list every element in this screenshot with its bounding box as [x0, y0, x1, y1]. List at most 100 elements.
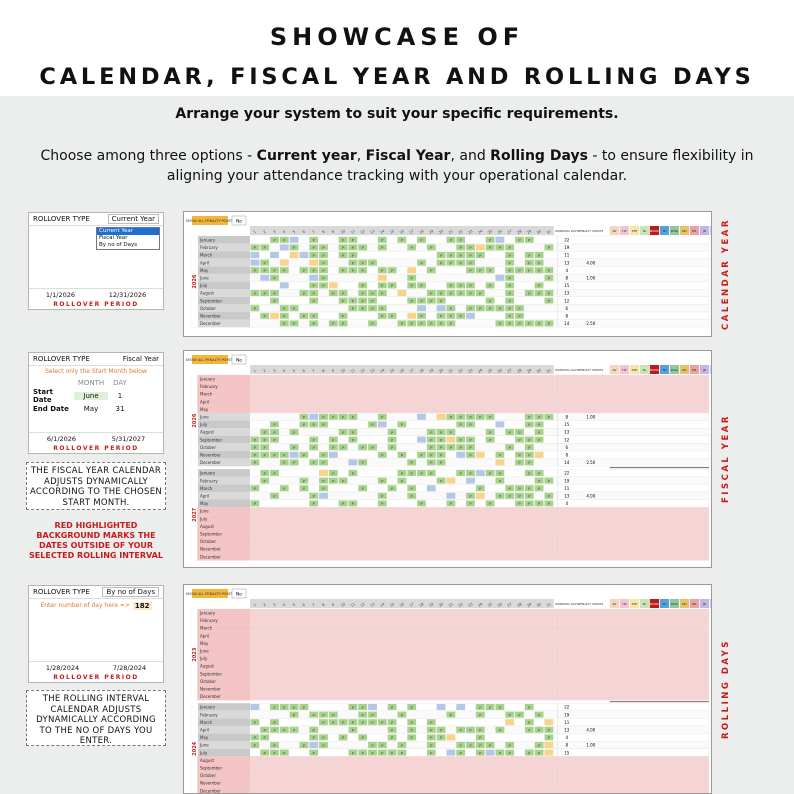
rollover-dates: 6/1/2026 5/31/2027	[29, 432, 163, 443]
code-col-bg-sl	[639, 226, 649, 235]
present-mark: P	[469, 471, 472, 476]
present-mark: P	[420, 298, 423, 303]
present-mark: P	[322, 245, 325, 250]
present-mark: P	[381, 245, 384, 250]
present-cell	[377, 500, 387, 507]
present-mark: P	[469, 728, 472, 733]
code-col-bg-sl	[639, 365, 649, 374]
rollover-type-select[interactable]: Fiscal Year	[122, 355, 159, 363]
month-name-january: January	[199, 238, 216, 243]
present-cell	[436, 312, 446, 319]
present-mark: P	[342, 238, 345, 243]
day-number-21: 21	[448, 602, 454, 608]
present-mark: P	[528, 422, 531, 427]
day-number-7: 7	[312, 369, 316, 374]
present-mark: P	[509, 750, 512, 755]
code-col-bg-pod	[709, 599, 711, 608]
present-mark: P	[548, 245, 551, 250]
present-cell	[250, 719, 260, 726]
present-cell	[338, 252, 348, 258]
present-mark: P	[489, 501, 492, 506]
present-cell	[270, 274, 279, 281]
month-row-august	[191, 522, 710, 531]
rolling-days-sheet: SHOW ALL PENALTY POINTS No 1 2 3 4 5 6 7 8 9 10 11 12…	[183, 584, 712, 794]
day-number-4: 4	[282, 229, 287, 234]
present-mark: P	[460, 471, 463, 476]
present-mark: P	[469, 445, 472, 450]
present-mark: P	[342, 415, 345, 420]
present-cell	[319, 734, 328, 741]
present-cell	[377, 749, 387, 756]
day-number-23: 23	[467, 602, 473, 608]
month-row-september	[191, 296, 710, 305]
present-mark: P	[273, 728, 276, 733]
present-cell	[524, 436, 534, 443]
present-mark: P	[460, 314, 463, 319]
present-cell	[534, 470, 544, 476]
present-mark: P	[499, 321, 502, 326]
month-name-april: April	[200, 399, 209, 404]
present-cell	[358, 711, 368, 718]
month-name-august: August	[200, 758, 214, 763]
day-number-8: 8	[321, 229, 326, 234]
present-mark: P	[499, 245, 502, 250]
present-cell	[534, 320, 544, 327]
month-name-november: November	[200, 547, 221, 552]
present-cell	[368, 444, 377, 451]
code-col-bg-dd	[679, 226, 689, 235]
show-all-value: No	[236, 358, 242, 364]
late-cell	[534, 451, 544, 458]
rollover-type-select[interactable]: By no of Days	[102, 587, 159, 597]
leave-cell	[289, 451, 299, 458]
leave-cell	[377, 421, 387, 428]
working-days-value: 8	[566, 415, 569, 420]
month-name-august: August	[200, 524, 214, 529]
present-mark: P	[509, 712, 512, 717]
present-mark: P	[430, 728, 433, 733]
present-mark: P	[538, 268, 541, 273]
code-col-bg-jr	[699, 226, 709, 235]
month-name-april: April	[200, 633, 209, 638]
present-cell	[270, 297, 279, 304]
present-mark: P	[548, 291, 551, 296]
present-cell	[544, 297, 554, 304]
present-cell	[319, 711, 328, 718]
present-mark: P	[479, 750, 482, 755]
code-col-pod: POD	[711, 368, 712, 372]
day-number-28: 28	[516, 602, 523, 608]
dropdown-option-by-days[interactable]: By no of Days	[99, 242, 138, 248]
present-mark: P	[420, 260, 423, 265]
present-cell	[417, 282, 426, 289]
late-cell	[407, 312, 417, 319]
month-name-march: March	[200, 392, 213, 397]
days-input[interactable]: 182	[132, 602, 152, 610]
present-mark: P	[273, 430, 276, 435]
present-cell	[466, 267, 475, 274]
rollover-type-select[interactable]: Current Year	[107, 214, 159, 224]
code-col-bg-av	[609, 226, 619, 235]
start-month-field[interactable]: June	[74, 392, 108, 400]
present-cell	[338, 413, 348, 420]
present-cell	[368, 297, 377, 304]
present-cell	[446, 236, 456, 243]
present-mark: P	[528, 460, 531, 465]
present-mark: P	[293, 321, 296, 326]
present-cell	[417, 500, 426, 507]
dropdown-option-current-year[interactable]: Current Year	[97, 228, 159, 235]
present-mark: P	[528, 445, 531, 450]
present-cell	[309, 711, 319, 718]
present-cell	[466, 252, 475, 258]
present-cell	[289, 711, 299, 718]
present-cell	[299, 704, 309, 710]
rollover-panel-rolling-days: ROLLOVER TYPE By no of Days Enter number …	[28, 585, 164, 683]
present-cell	[397, 749, 407, 756]
present-cell	[475, 290, 485, 296]
day-number-7: 7	[312, 230, 316, 235]
leave-cell	[475, 470, 485, 476]
present-cell	[466, 282, 475, 289]
present-mark: P	[303, 486, 306, 491]
penalty-value: 1.00	[586, 276, 595, 281]
dropdown-option-fiscal-year[interactable]: Fiscal Year	[99, 235, 128, 241]
present-cell	[319, 282, 328, 289]
present-cell	[456, 252, 466, 258]
